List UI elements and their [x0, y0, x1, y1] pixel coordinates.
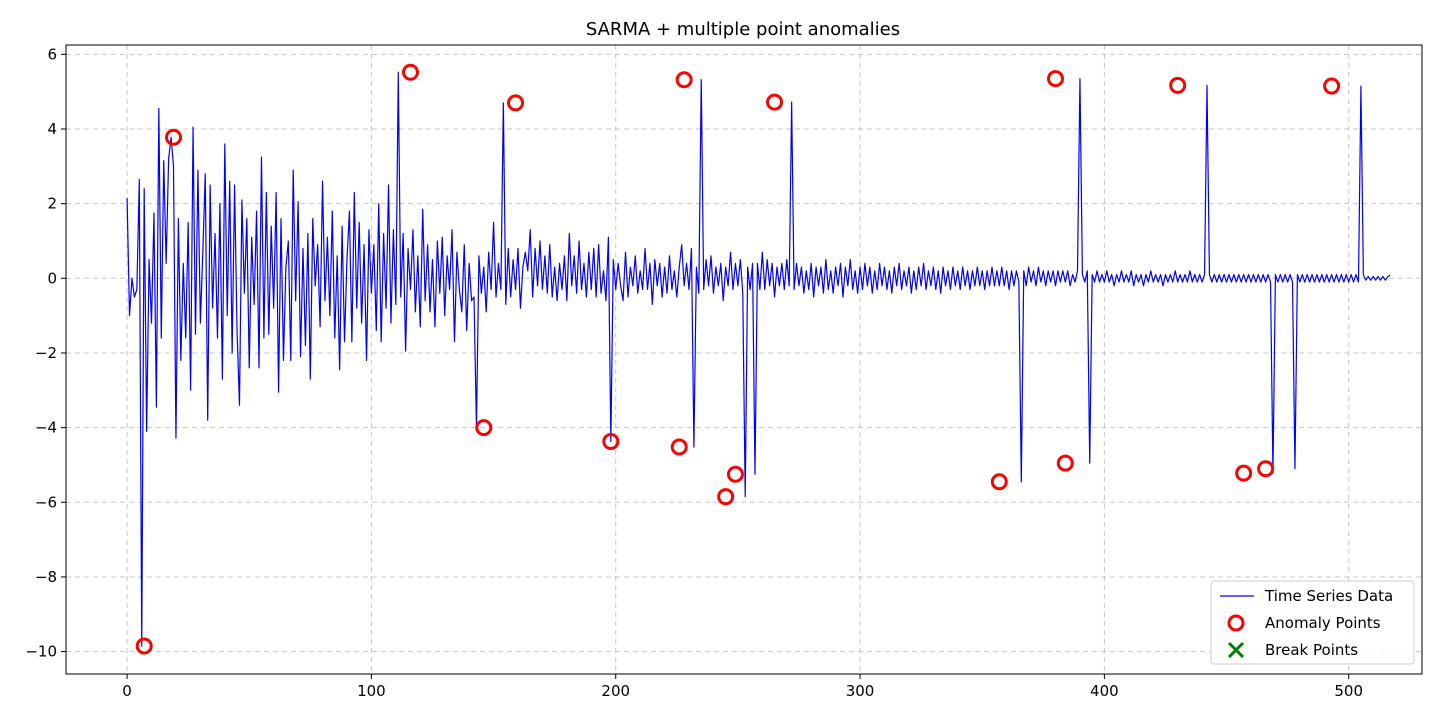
anomaly-point — [675, 71, 693, 89]
y-tick-label: −8 — [35, 568, 57, 586]
x-tick-label: 500 — [1334, 682, 1363, 700]
anomaly-point — [165, 128, 183, 146]
anomaly-point — [1257, 460, 1275, 478]
y-tick-label: 2 — [47, 195, 57, 213]
anomaly-point — [1056, 454, 1074, 472]
anomaly-point — [717, 488, 735, 506]
legend-circle-swatch — [1227, 614, 1245, 632]
anomaly-point — [475, 419, 493, 437]
legend-x-swatch — [1227, 641, 1245, 659]
anomaly-point — [401, 63, 419, 81]
y-tick-label: 0 — [47, 269, 57, 287]
series-layer — [126, 63, 1391, 655]
legend-label-anomaly: Anomaly Points — [1265, 614, 1381, 632]
x-tick-label: 0 — [122, 682, 132, 700]
chart-title: SARMA + multiple point anomalies — [586, 19, 900, 40]
anomaly-point — [135, 637, 153, 655]
anomaly-point — [1235, 464, 1253, 482]
y-tick-label: −2 — [35, 344, 57, 362]
y-tick-label: −6 — [35, 493, 57, 511]
anomaly-point — [1323, 77, 1341, 95]
legend: Time Series Data Anomaly Points Break Po… — [1210, 580, 1415, 665]
y-tick-label: −4 — [35, 419, 57, 437]
anomaly-point — [766, 93, 784, 111]
y-tick-label: 4 — [47, 120, 57, 138]
legend-label-series: Time Series Data — [1264, 587, 1393, 605]
anomaly-point — [726, 465, 744, 483]
plot-frame — [65, 44, 1423, 675]
x-tick-label: 100 — [357, 682, 386, 700]
anomaly-point — [990, 473, 1008, 491]
legend-box — [1210, 580, 1415, 665]
x-tick-label: 300 — [846, 682, 875, 700]
y-tick-label: 6 — [47, 45, 57, 63]
legend-label-break: Break Points — [1265, 641, 1358, 659]
y-tick-label: −10 — [25, 643, 57, 661]
anomaly-point — [507, 94, 525, 112]
anomaly-point — [670, 438, 688, 456]
x-tick-label: 400 — [1090, 682, 1119, 700]
axes: 0 100 200 300 400 500 6 4 2 0 −2 −4 −6 −8 −10 — [25, 45, 1363, 700]
series-line-time-series-data — [126, 71, 1391, 647]
x-tick-label: 200 — [601, 682, 630, 700]
anomaly-point — [1047, 70, 1065, 88]
anomaly-point — [1169, 76, 1187, 94]
anomaly-point — [602, 432, 620, 450]
